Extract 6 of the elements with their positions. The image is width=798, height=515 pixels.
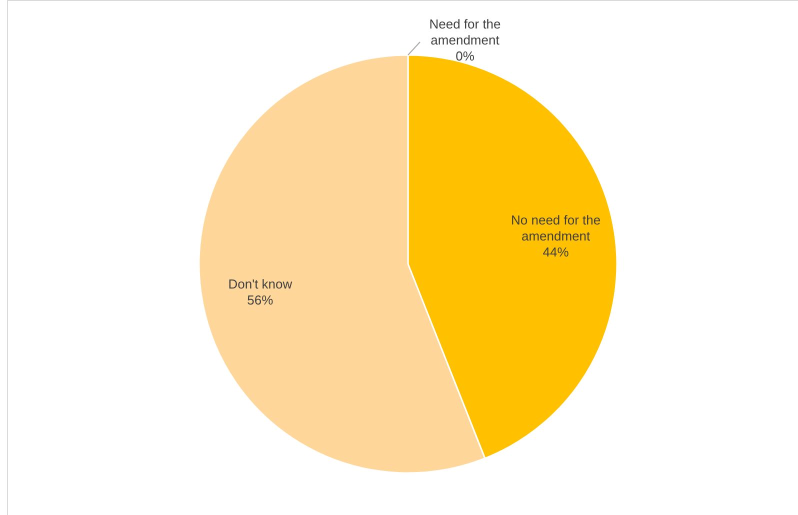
text: 0% xyxy=(456,48,474,64)
data-label: 56% xyxy=(247,292,274,308)
category-label: Need for the amendment xyxy=(429,16,501,48)
data-label: 44% xyxy=(542,244,570,260)
slice-label: Don't know xyxy=(228,276,293,292)
slice-label: No need for the amendment xyxy=(511,212,601,244)
